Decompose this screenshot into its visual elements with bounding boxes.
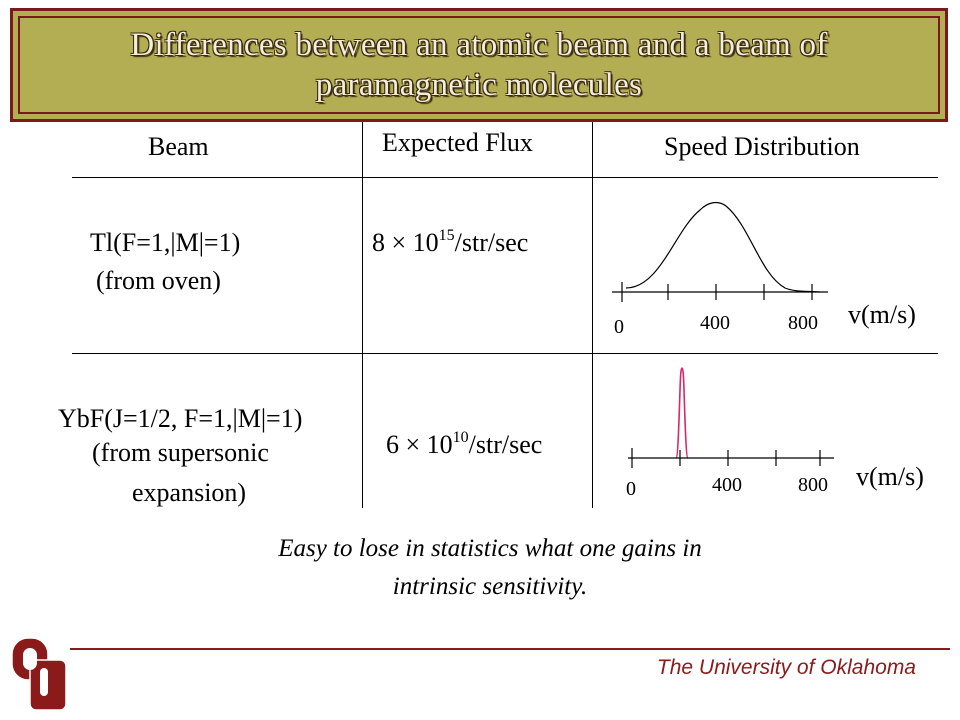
row2-axis-label-0: 0 [626,478,636,500]
row2-narrow-peak [675,367,689,459]
university-logo [11,637,67,711]
header-expected-flux: Expected Flux [382,128,533,157]
header-beam: Beam [148,132,209,161]
row1-axis-unit: v(m/s) [848,300,916,329]
row1-axis-label-0: 0 [614,316,624,338]
footer-university-name: The University of Oklahoma [656,656,916,679]
title-line-1: Differences between an atomic beam and a… [130,27,828,63]
slide-title: Differences between an atomic beam and a… [90,25,867,105]
row2-axis-label-800: 800 [798,474,828,496]
header-speed-distribution: Speed Distribution [664,132,860,161]
title-line-2: paramagnetic molecules [315,67,643,103]
row1-speed-curve [625,201,821,293]
table-divider-middle [72,353,938,354]
table-column-divider-2 [592,122,593,508]
footnote: Easy to lose in statistics what one gain… [0,530,960,606]
row1-speed-plot [612,201,828,302]
row2-beam-source-2: expansion) [132,478,247,507]
footer-divider [70,648,950,650]
row2-speed-plot [628,367,834,468]
row1-axis-label-400: 400 [700,312,730,334]
table-divider-top [72,177,938,178]
row2-axis-unit: v(m/s) [856,462,924,491]
row1-axis-label-800: 800 [788,312,818,334]
row2-beam-name: YbF(J=1/2, F=1,|M|=1) [58,404,303,433]
title-banner: Differences between an atomic beam and a… [10,8,948,122]
footnote-line-2: intrinsic sensitivity. [392,573,588,600]
row2-beam-source-1: (from supersonic [92,438,269,467]
row1-beam-source: (from oven) [96,266,221,295]
footnote-line-1: Easy to lose in statistics what one gain… [278,535,702,562]
row1-beam-name: Tl(F=1,|M|=1) [90,228,241,257]
row1-flux: 8 × 1015/str/sec [372,227,529,258]
row2-axis-label-400: 400 [712,474,742,496]
table-column-divider-1 [362,122,363,508]
row2-flux: 6 × 1010/str/sec [386,429,543,460]
